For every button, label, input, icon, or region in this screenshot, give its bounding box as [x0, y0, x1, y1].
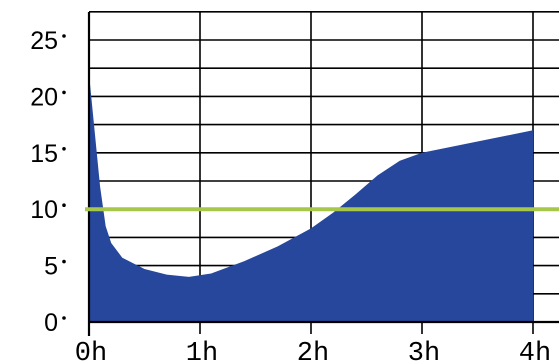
- y-tick-label: 20: [30, 83, 58, 111]
- x-tick-label: 1h: [186, 339, 218, 363]
- y-tick-dot: [62, 316, 66, 320]
- x-tick-label: 3h: [408, 339, 440, 363]
- x-tick-label: 2h: [297, 339, 329, 363]
- y-tick-label: 0: [44, 309, 58, 337]
- y-tick-dot: [62, 34, 66, 38]
- y-tick-dot: [62, 147, 66, 151]
- x-tick-label: 0h: [75, 339, 107, 363]
- axes: [87, 12, 559, 336]
- x-tick-label: 4h: [519, 339, 551, 363]
- y-tick-label: 25: [30, 27, 58, 55]
- y-tick-label: 10: [30, 196, 58, 224]
- y-tick-dot: [62, 203, 66, 207]
- y-tick-label: 5: [44, 253, 58, 281]
- y-tick-label: 15: [30, 140, 58, 168]
- y-tick-dot: [62, 90, 66, 95]
- tick-labels: 0 5 10 15 20 25 0h 1h 2h 3h 4h: [30, 27, 551, 363]
- area-series: [89, 73, 533, 322]
- y-tick-dot: [62, 259, 66, 264]
